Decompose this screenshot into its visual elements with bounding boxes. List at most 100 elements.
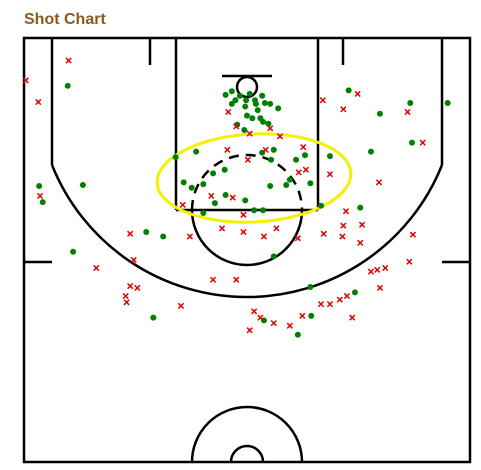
- missed-shot: [340, 222, 347, 229]
- made-shot: [236, 92, 243, 99]
- missed-shot: [35, 98, 42, 106]
- made-shot: [244, 112, 250, 119]
- made-shot: [259, 92, 266, 99]
- missed-shot: [273, 225, 280, 232]
- made-shot: [326, 153, 333, 160]
- made-shot: [267, 182, 274, 189]
- made-shot: [150, 314, 157, 321]
- made-shot: [222, 91, 229, 98]
- missed-shot: [339, 233, 346, 240]
- missed-shot: [244, 156, 252, 163]
- made-shot: [307, 283, 314, 290]
- missed-shot: [240, 211, 247, 218]
- missed-shot: [406, 258, 413, 265]
- made-shot: [283, 182, 290, 189]
- missed-shot: [300, 144, 307, 151]
- made-shot: [376, 110, 383, 117]
- missed-shot: [229, 194, 236, 201]
- made-shot: [228, 100, 235, 107]
- missed-shot: [122, 292, 129, 300]
- missed-shot: [270, 319, 277, 327]
- made-shot: [221, 166, 228, 173]
- missed-shot: [299, 312, 306, 319]
- made-shot: [242, 103, 249, 110]
- missed-shot: [177, 302, 185, 310]
- made-shot: [357, 204, 364, 211]
- missed-shot: [319, 97, 326, 104]
- missed-shot: [251, 308, 258, 315]
- made-shot: [172, 154, 179, 161]
- made-shot: [265, 120, 272, 127]
- missed-shot: [22, 77, 29, 84]
- missed-shot: [294, 235, 301, 242]
- made-shot: [308, 312, 315, 319]
- chart-title: Shot Chart: [24, 11, 106, 28]
- made-shot: [301, 152, 308, 159]
- missed-shot: [320, 230, 327, 237]
- missed-shot: [376, 284, 384, 292]
- made-shot: [254, 107, 261, 114]
- missed-shot: [404, 108, 411, 116]
- made-shot: [345, 87, 352, 94]
- made-shot: [294, 331, 301, 338]
- made-shot: [351, 289, 358, 296]
- made-shot: [409, 139, 416, 146]
- missed-shot: [317, 300, 325, 308]
- missed-shot: [65, 57, 72, 64]
- made-shot: [211, 200, 218, 207]
- made-shot: [222, 191, 229, 198]
- made-shot: [228, 88, 235, 95]
- missed-shot: [367, 268, 375, 275]
- made-shot: [270, 146, 277, 153]
- made-shot: [367, 148, 374, 155]
- court: [22, 36, 472, 464]
- missed-shot: [302, 166, 310, 173]
- missed-shot: [326, 171, 334, 178]
- missed-shot: [286, 322, 293, 329]
- missed-shot: [257, 314, 264, 321]
- made-shot: [293, 156, 300, 163]
- missed-shot: [127, 282, 134, 290]
- made-shot: [70, 248, 77, 255]
- missed-shot: [343, 292, 351, 300]
- missed-shot: [123, 299, 130, 306]
- made-shot: [251, 207, 258, 214]
- missed-shot: [382, 264, 389, 272]
- missed-shot: [358, 221, 366, 228]
- made-shot: [39, 199, 46, 206]
- missed-shot: [233, 123, 240, 130]
- made-shot: [260, 118, 267, 125]
- made-shot: [200, 210, 207, 217]
- made-shot: [407, 99, 414, 106]
- missed-shot: [349, 314, 356, 321]
- missed-shot: [419, 139, 426, 146]
- made-shot: [268, 156, 275, 163]
- made-shot: [36, 182, 43, 189]
- made-shot: [180, 179, 187, 186]
- missed-shot: [326, 300, 334, 308]
- missed-shot: [246, 130, 253, 137]
- missed-shot: [233, 276, 240, 283]
- missed-shot: [225, 108, 232, 116]
- made-shot: [243, 97, 250, 104]
- made-shot: [261, 99, 268, 106]
- made-shot: [286, 176, 293, 183]
- missed-shot: [134, 284, 141, 292]
- missed-shot: [260, 233, 268, 240]
- missed-shot: [262, 146, 269, 153]
- missed-shot: [93, 264, 100, 272]
- made-shot: [160, 233, 167, 240]
- missed-shot: [186, 233, 194, 240]
- missed-shot: [179, 201, 186, 209]
- missed-shot: [267, 125, 274, 132]
- made-shot: [260, 207, 267, 214]
- missed-shot: [209, 276, 217, 283]
- missed-shot: [246, 327, 253, 334]
- made-shot: [241, 127, 248, 134]
- missed-shot: [224, 146, 231, 153]
- missed-shot: [130, 256, 137, 264]
- missed-shot: [342, 208, 350, 215]
- made-shot: [444, 99, 451, 106]
